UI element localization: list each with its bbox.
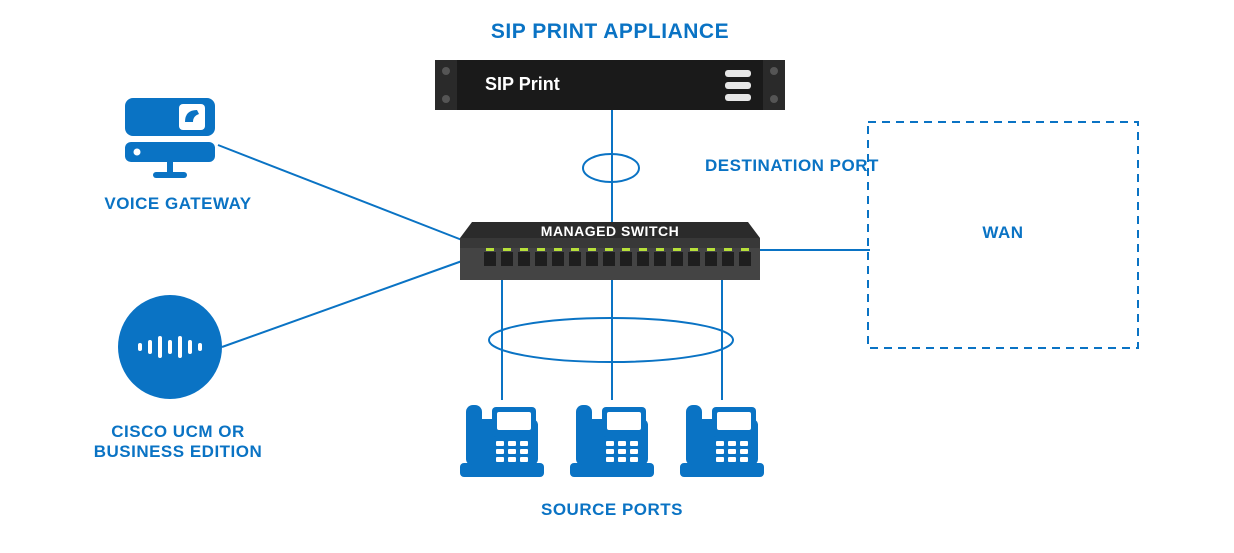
title-label: SIP PRINT APPLIANCE [450,20,770,44]
phones-group [460,405,764,477]
phones-layer [0,0,1234,553]
voice-gateway-label: VOICE GATEWAY [68,194,288,214]
phone-icon [460,405,544,477]
managed-switch-label: MANAGED SWITCH [510,223,710,239]
source-ports-label: SOURCE PORTS [502,500,722,520]
phone-icon [680,405,764,477]
diagram-canvas: SIP Print SIP PRINT APPLIANCE VOICE GATE… [0,0,1234,553]
destination-port-label: DESTINATION PORT [705,156,925,176]
phone-icon [570,405,654,477]
wan-label: WAN [943,223,1063,243]
cisco-label: CISCO UCM ORBUSINESS EDITION [58,422,298,462]
